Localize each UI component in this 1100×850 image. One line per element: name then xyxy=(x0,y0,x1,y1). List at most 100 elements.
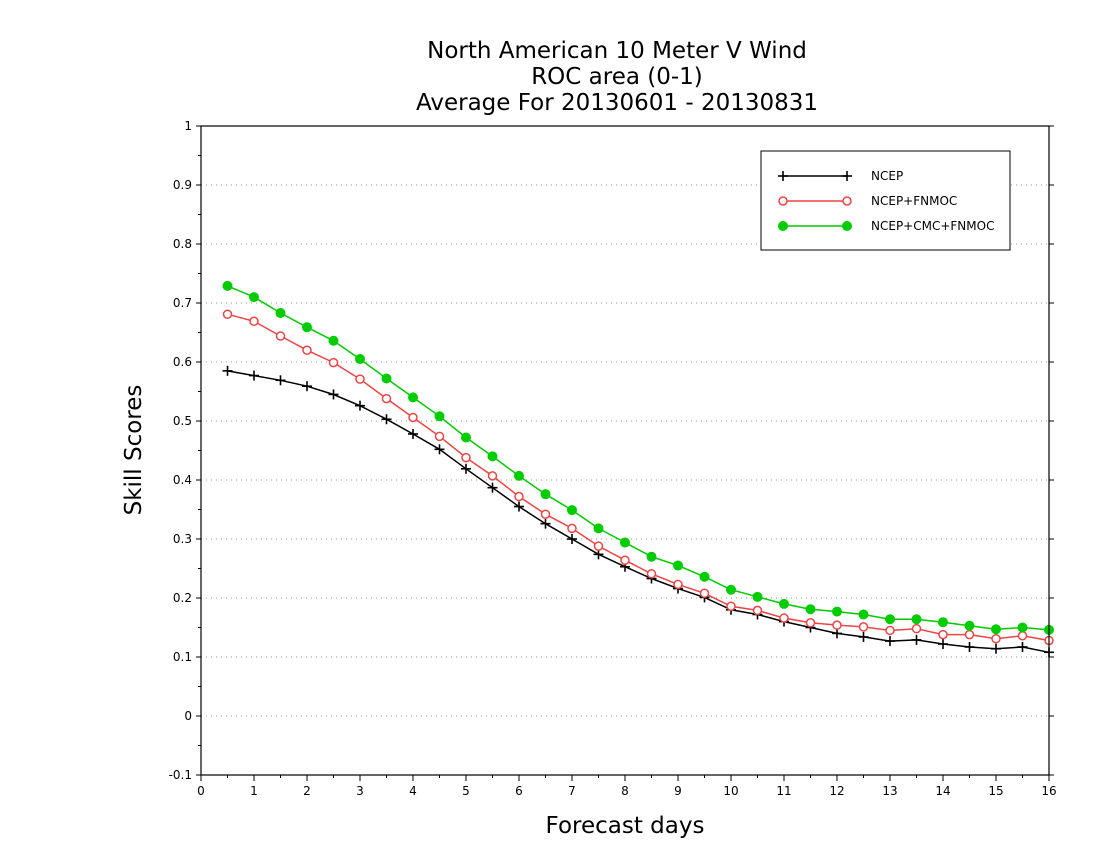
data-point xyxy=(461,432,471,443)
data-point xyxy=(832,620,842,630)
data-point xyxy=(434,444,445,455)
data-point xyxy=(275,331,286,341)
data-point xyxy=(911,614,922,625)
data-point xyxy=(646,569,657,579)
data-point xyxy=(885,625,895,636)
data-point xyxy=(964,620,975,631)
data-point xyxy=(567,534,577,544)
y-axis-ticks: -0.1 0 0.1 0.2 0.3 0.4 0.5 0.6 0.7 0.8 0.9 1 xyxy=(169,119,1054,782)
data-point xyxy=(699,571,710,582)
data-point xyxy=(620,537,630,548)
data-point xyxy=(805,604,816,615)
legend-item-2: NCEP+CMC+FNMOC xyxy=(778,219,994,233)
legend-label: NCEP+CMC+FNMOC xyxy=(871,219,994,233)
data-point xyxy=(964,629,975,640)
x-tick-label: 0 xyxy=(197,784,205,798)
data-point xyxy=(408,392,418,403)
plot-frame xyxy=(200,125,1050,776)
data-point xyxy=(381,414,392,425)
x-tick-label: 3 xyxy=(356,784,364,798)
x-tick-label: 16 xyxy=(1041,784,1056,798)
data-point xyxy=(964,641,975,652)
y-tick-label: 0.9 xyxy=(173,178,192,192)
data-point xyxy=(355,354,365,365)
data-point xyxy=(858,609,869,620)
data-point xyxy=(328,389,339,400)
data-point xyxy=(275,375,286,386)
data-point xyxy=(302,345,312,355)
y-tick-label: 0.3 xyxy=(173,532,192,546)
data-point xyxy=(567,523,577,534)
series-group xyxy=(222,280,1054,658)
data-point xyxy=(858,631,869,642)
data-point xyxy=(726,584,736,595)
data-point xyxy=(249,292,259,303)
data-point xyxy=(487,451,498,462)
legend-marker xyxy=(842,171,852,181)
series-line xyxy=(227,313,1050,642)
data-point xyxy=(540,518,551,529)
data-point xyxy=(249,370,259,381)
y-tick-label: 0.1 xyxy=(173,650,192,664)
data-point xyxy=(514,491,524,502)
data-point xyxy=(991,624,1001,635)
chart-title-line-1: North American 10 Meter V Wind xyxy=(427,38,807,64)
x-tick-label: 4 xyxy=(409,784,417,798)
legend-marker xyxy=(842,221,852,231)
data-point xyxy=(752,591,763,602)
data-point xyxy=(408,428,418,439)
data-point xyxy=(911,623,922,634)
series-2 xyxy=(222,280,1054,635)
data-point xyxy=(911,634,922,645)
data-point xyxy=(593,549,604,560)
y-tick-label: -0.1 xyxy=(169,768,192,782)
data-point xyxy=(328,357,339,368)
x-tick-label: 8 xyxy=(621,784,629,798)
data-point xyxy=(487,482,498,493)
data-point xyxy=(514,501,524,512)
data-point xyxy=(779,598,789,609)
data-point xyxy=(938,639,948,650)
legend-label: NCEP xyxy=(871,169,903,183)
series-1 xyxy=(222,309,1054,646)
data-point xyxy=(487,471,498,481)
series-line xyxy=(227,285,1050,631)
data-point xyxy=(593,541,604,551)
data-point xyxy=(646,551,657,562)
data-point xyxy=(249,316,259,327)
gridlines xyxy=(201,184,1049,717)
data-point xyxy=(514,470,524,481)
legend-label: NCEP+FNMOC xyxy=(871,194,957,208)
data-point xyxy=(381,393,392,404)
data-point xyxy=(355,400,365,411)
legend-marker xyxy=(778,221,788,231)
data-point xyxy=(885,614,895,625)
legend: NCEP NCEP+FNMOC NCEP+CMC+FNMOC xyxy=(760,150,1011,251)
y-tick-label: 0.7 xyxy=(173,296,192,310)
data-point xyxy=(1017,641,1028,652)
data-point xyxy=(991,643,1001,654)
data-point xyxy=(275,308,286,319)
legend-item-0: NCEP xyxy=(778,169,903,183)
data-point xyxy=(222,280,233,291)
legend-marker xyxy=(778,171,788,181)
data-point xyxy=(938,617,948,628)
data-point xyxy=(540,489,551,500)
data-point xyxy=(567,505,577,516)
x-tick-label: 2 xyxy=(303,784,311,798)
data-point xyxy=(355,374,365,384)
x-tick-label: 14 xyxy=(935,784,950,798)
data-point xyxy=(328,335,339,346)
x-tick-label: 9 xyxy=(674,784,682,798)
data-point xyxy=(408,412,418,423)
data-point xyxy=(832,606,842,617)
legend-marker xyxy=(842,196,852,206)
data-point xyxy=(461,463,471,474)
y-tick-label: 0.2 xyxy=(173,591,192,605)
data-point xyxy=(434,431,445,442)
x-axis-label: Forecast days xyxy=(546,813,705,839)
series-0 xyxy=(222,365,1054,658)
data-point xyxy=(461,452,471,463)
chart-title-line-2: ROC area (0-1) xyxy=(531,64,703,90)
